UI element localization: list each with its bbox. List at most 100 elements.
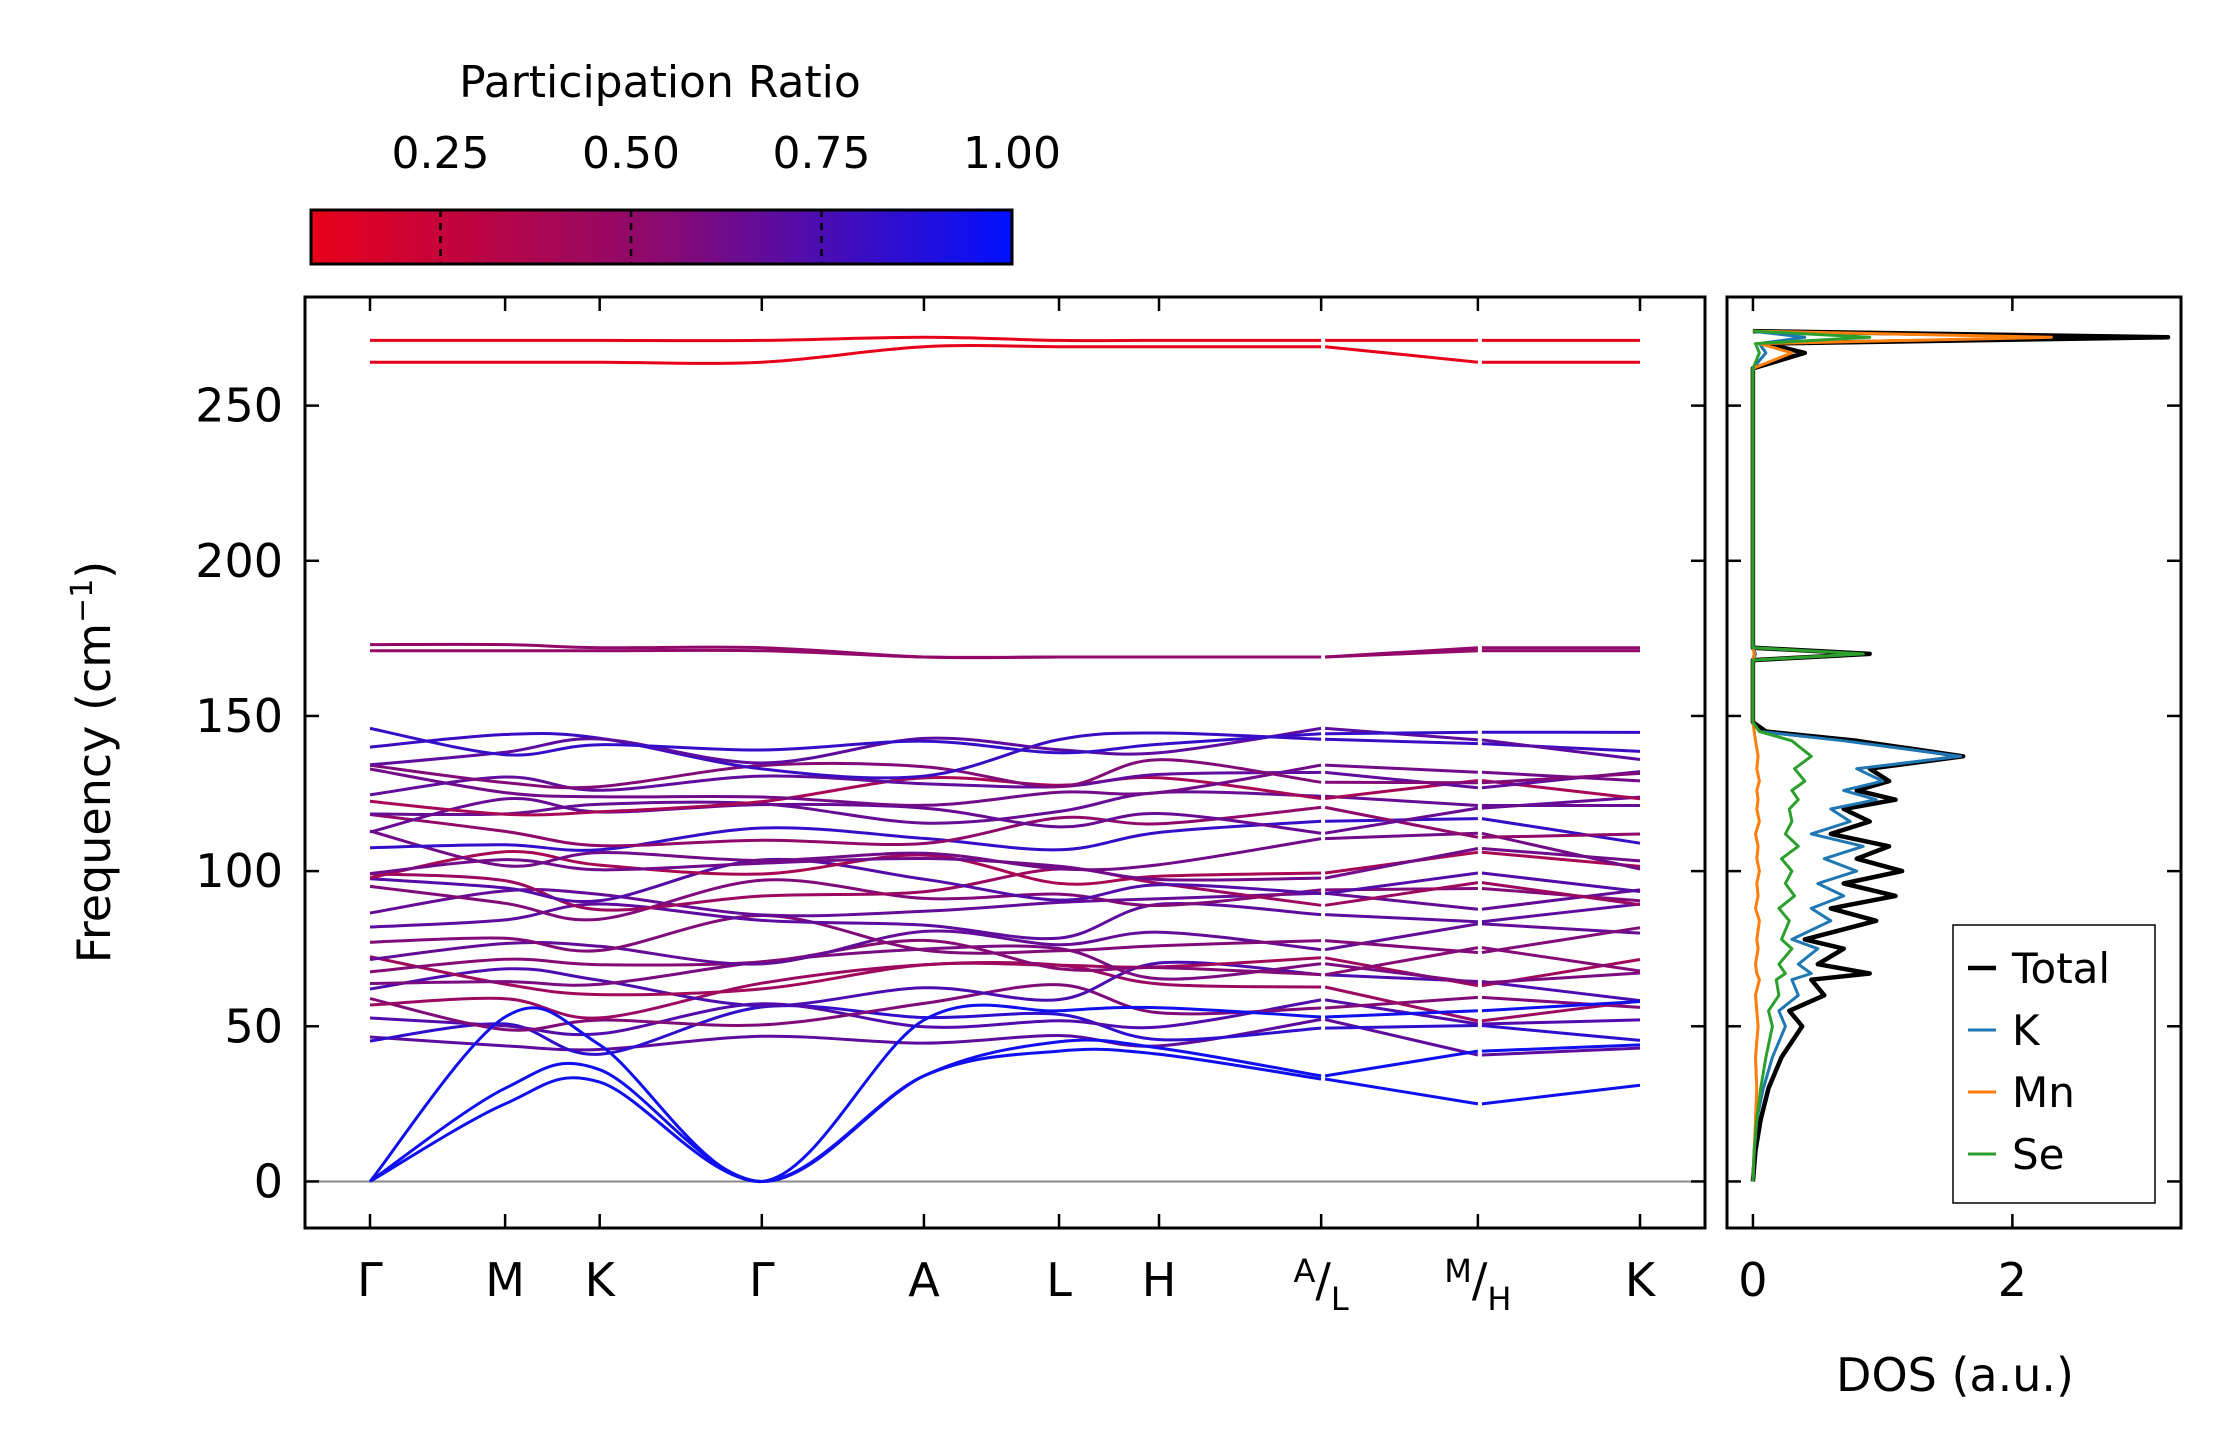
optical-band — [1325, 763, 1478, 774]
optical-band — [369, 829, 1322, 872]
x-tick-label-slash: / — [1315, 1253, 1331, 1307]
optical-band — [1324, 922, 1479, 952]
colorbar-tick-label: 0.25 — [392, 128, 490, 179]
optical-band — [369, 726, 1322, 757]
acoustic-band — [368, 1003, 1322, 1184]
x-tick-label: K — [585, 1253, 617, 1307]
x-tick-label-sub: L — [1331, 1280, 1349, 1318]
x-tick-label: K — [1625, 1253, 1657, 1307]
high-frequency-band — [369, 344, 1322, 365]
optical-band — [369, 856, 1322, 882]
optical-band — [369, 726, 1322, 767]
optical-band — [1481, 817, 1641, 845]
optical-band — [1324, 805, 1479, 839]
optical-band — [1324, 946, 1479, 977]
band-y-axis-title: Frequency (cm−1) — [65, 561, 121, 964]
x-tick-label-sub: H — [1487, 1280, 1511, 1318]
optical-band — [1481, 779, 1641, 801]
legend-label-mn: Mn — [2012, 1068, 2075, 1117]
high-frequency-band — [370, 335, 1322, 343]
y-tick-label: 0 — [254, 1154, 283, 1208]
x-tick-label: M/H — [1444, 1252, 1511, 1318]
dos-series-mn — [1751, 329, 2053, 1182]
y-title-main: Frequency (cm — [67, 623, 121, 963]
optical-band — [1481, 832, 1641, 839]
x-tick-label-sup: M — [1444, 1252, 1472, 1290]
x-tick-label: A — [908, 1253, 940, 1307]
x-tick-label: L — [1046, 1253, 1072, 1307]
optical-band — [1481, 902, 1641, 924]
optical-band — [369, 796, 1322, 835]
colorbar-tick-labels: 0.25 0.50 0.75 1.00 — [392, 128, 1061, 179]
legend-items: Total K Mn Se — [1968, 944, 2110, 1179]
optical-band — [1324, 962, 1479, 985]
x-tick-label: Γ — [357, 1253, 383, 1307]
x-tick-label: A/L — [1294, 1252, 1349, 1318]
optical-band — [1481, 738, 1641, 761]
optical-band — [1325, 887, 1478, 892]
optical-band — [1324, 770, 1479, 790]
optical-band — [369, 770, 1322, 797]
legend-box — [1952, 924, 2156, 1204]
optical-band — [369, 819, 1322, 852]
optical-band — [1481, 1018, 1641, 1026]
y-tick-label: 100 — [195, 844, 283, 898]
y-tick-label: 150 — [195, 689, 283, 743]
optical-band — [369, 878, 1322, 922]
y-tick-label: 200 — [195, 534, 283, 588]
optical-band — [1325, 913, 1478, 924]
optical-band — [1325, 780, 1478, 785]
high-frequency-band — [370, 648, 1322, 659]
legend-label-total: Total — [2011, 944, 2110, 993]
y-tick-label: 250 — [195, 379, 283, 433]
dos-axes-frame — [1725, 295, 2183, 1230]
optical-band — [1481, 1046, 1641, 1057]
y-tick-label: 50 — [224, 999, 283, 1053]
optical-band — [1481, 995, 1641, 1009]
optical-band — [1325, 1024, 1478, 1030]
optical-band — [1325, 737, 1478, 746]
optical-band — [369, 983, 1322, 1032]
acoustic-band — [1325, 1009, 1478, 1019]
y-title-close: ) — [67, 561, 121, 579]
dos-x-tick-label: 0 — [1738, 1253, 1767, 1307]
optical-band — [369, 763, 1322, 807]
optical-band — [1325, 794, 1478, 807]
band-y-ticks: 0 50 100 150 200 250 — [195, 379, 1705, 1208]
optical-band — [1481, 926, 1641, 954]
optical-band — [1481, 847, 1641, 863]
optical-band — [1324, 939, 1479, 954]
optical-band — [1324, 847, 1479, 880]
optical-band — [369, 849, 1322, 886]
high-frequency-band — [1324, 345, 1479, 364]
colorbar-bar — [309, 208, 1014, 266]
optical-band — [369, 929, 1322, 966]
optical-band — [369, 960, 1322, 1008]
colorbar-tick-label: 0.50 — [582, 128, 680, 179]
x-tick-label-slash: / — [1472, 1253, 1488, 1307]
dos-series-se — [1751, 329, 1872, 1182]
optical-band — [369, 790, 1322, 825]
optical-band — [1324, 985, 1479, 1023]
optical-band — [1324, 806, 1479, 835]
x-tick-label: H — [1142, 1253, 1177, 1307]
band-structure-panel: 0 50 100 150 200 250 Γ M K Γ A L H A/L M/H K Frequency… — [65, 295, 1707, 1318]
optical-band — [1481, 771, 1641, 785]
band-lines — [305, 335, 1705, 1184]
optical-band — [1324, 881, 1479, 907]
optical-band — [1324, 956, 1479, 988]
band-axes-frame — [303, 295, 1707, 1230]
high-frequency-band — [1325, 649, 1478, 659]
acoustic-band — [1481, 1000, 1641, 1013]
legend-label-se: Se — [2012, 1130, 2065, 1179]
optical-band — [1325, 730, 1478, 736]
optical-band — [1324, 891, 1479, 911]
optical-band — [369, 775, 1322, 817]
x-tick-label: Γ — [749, 1253, 775, 1307]
optical-band — [1481, 922, 1641, 935]
dos-lines — [1750, 328, 2171, 1182]
optical-band — [1324, 871, 1479, 896]
optical-band — [1481, 971, 1641, 985]
y-title-sup: −1 — [65, 579, 100, 623]
